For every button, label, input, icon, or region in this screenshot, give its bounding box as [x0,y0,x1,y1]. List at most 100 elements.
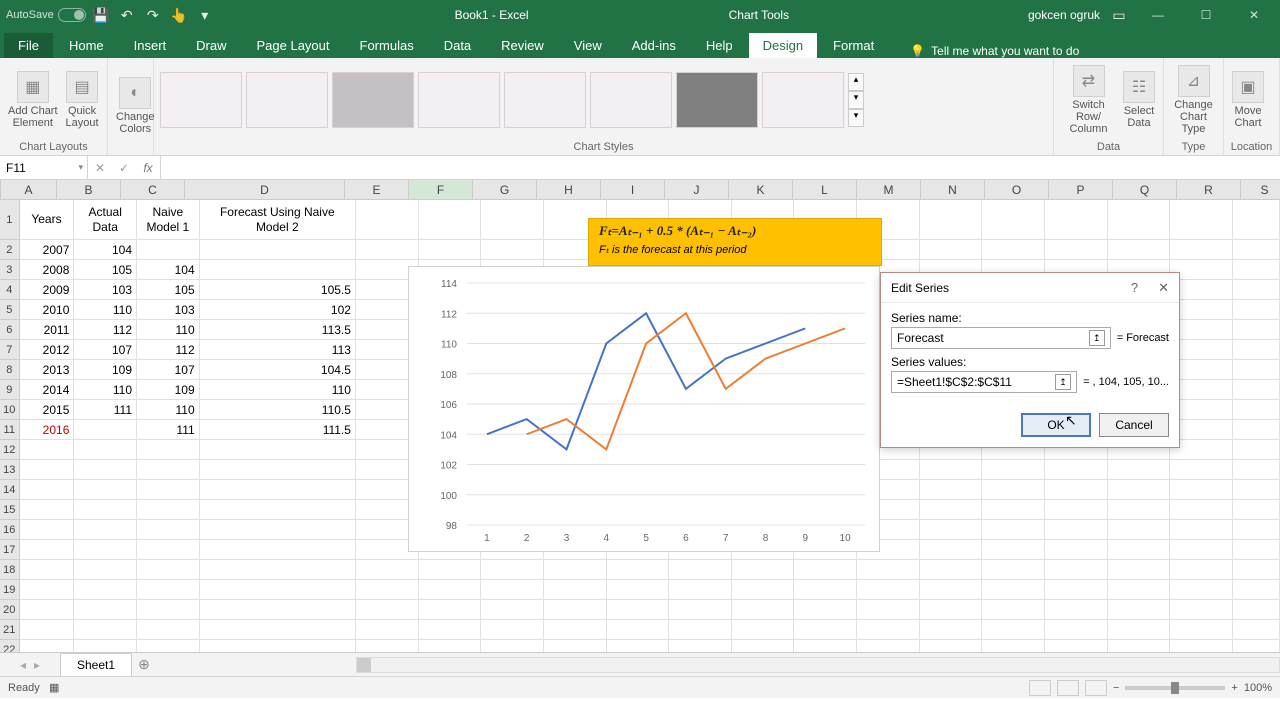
cell[interactable] [920,640,983,652]
cell[interactable] [1233,400,1280,420]
tab-home[interactable]: Home [55,33,118,58]
cell[interactable] [669,560,732,580]
help-icon[interactable]: ? [1131,280,1138,296]
close-button[interactable]: ✕ [1234,0,1274,30]
cell[interactable] [1233,280,1280,300]
cell[interactable] [1045,520,1108,540]
column-header[interactable]: E [345,180,409,199]
cell[interactable]: 111 [137,420,200,440]
cell[interactable] [1108,520,1171,540]
cell[interactable]: Naive Model 1 [137,200,200,240]
cell[interactable] [137,520,200,540]
cell[interactable] [982,640,1045,652]
row-header[interactable]: 8 [0,360,20,380]
cell[interactable] [982,500,1045,520]
cell[interactable] [857,640,920,652]
cell[interactable] [920,560,983,580]
cell[interactable] [1170,620,1233,640]
cell[interactable] [137,460,200,480]
cell[interactable] [200,540,356,560]
cell[interactable] [20,580,75,600]
cell[interactable] [1233,580,1280,600]
cell[interactable] [200,620,356,640]
cell[interactable] [1170,640,1233,652]
column-header[interactable]: N [921,180,985,199]
cell[interactable] [732,620,795,640]
cell[interactable] [1233,440,1280,460]
cell[interactable]: 2007 [20,240,75,260]
column-header[interactable]: K [729,180,793,199]
cell[interactable] [1108,560,1171,580]
cell[interactable] [74,440,137,460]
cell[interactable]: 103 [137,300,200,320]
fx-icon[interactable]: fx [136,161,160,175]
cell[interactable] [607,640,670,652]
cell[interactable] [137,540,200,560]
cell[interactable]: 2014 [20,380,75,400]
cell[interactable]: Actual Data [74,200,137,240]
cell[interactable] [1108,500,1171,520]
cell[interactable] [1045,540,1108,560]
cell[interactable] [607,620,670,640]
column-header[interactable]: G [473,180,537,199]
cell[interactable] [74,540,137,560]
column-header[interactable]: F [409,180,473,199]
cell[interactable] [669,580,732,600]
cell[interactable] [1170,560,1233,580]
chart-style-1[interactable] [160,72,242,128]
chart-style-7[interactable] [676,72,758,128]
cell[interactable] [419,600,482,620]
cell[interactable] [982,560,1045,580]
row-header[interactable]: 5 [0,300,20,320]
cell[interactable] [1170,240,1233,260]
cell[interactable] [200,240,356,260]
cell[interactable]: 2009 [20,280,75,300]
ok-button[interactable]: OK [1021,413,1091,437]
column-header[interactable]: I [601,180,665,199]
tab-formulas[interactable]: Formulas [346,33,428,58]
column-header[interactable]: J [665,180,729,199]
cell[interactable]: 109 [74,360,137,380]
cell[interactable]: 105 [74,260,137,280]
tab-nav[interactable]: ◂▸ [0,658,60,672]
cell[interactable] [544,600,607,620]
cell[interactable] [794,620,857,640]
column-header[interactable]: S [1241,180,1280,199]
cell[interactable] [732,580,795,600]
cell[interactable] [982,600,1045,620]
cell[interactable] [982,240,1045,260]
change-colors-button[interactable]: ◐Change Colors [114,75,157,137]
row-header[interactable]: 13 [0,460,20,480]
cell[interactable] [857,560,920,580]
cell[interactable]: 102 [200,300,356,320]
switch-row-column-button[interactable]: ⇄Switch Row/ Column [1060,63,1117,137]
cell[interactable] [669,600,732,620]
cell[interactable] [20,440,75,460]
cell[interactable] [857,600,920,620]
cell[interactable] [1045,500,1108,520]
cell[interactable] [1233,560,1280,580]
cell[interactable]: 2012 [20,340,75,360]
cell[interactable] [920,500,983,520]
cell[interactable] [1233,620,1280,640]
column-header[interactable]: C [121,180,185,199]
cell[interactable] [1233,240,1280,260]
tab-help[interactable]: Help [692,33,747,58]
cell[interactable] [20,600,75,620]
cell[interactable] [1108,460,1171,480]
cell[interactable] [74,640,137,652]
cell[interactable] [732,560,795,580]
cell[interactable] [920,540,983,560]
cell[interactable] [920,580,983,600]
touch-mode-icon[interactable]: 👆 [168,4,190,26]
page-layout-view-button[interactable] [1057,680,1079,696]
formula-cancel-icon[interactable]: ✕ [88,161,112,175]
cell[interactable]: 107 [74,340,137,360]
cell[interactable]: Forecast Using Naive Model 2 [200,200,356,240]
cell[interactable] [20,540,75,560]
chart-style-4[interactable] [418,72,500,128]
cell[interactable] [200,440,356,460]
cell[interactable] [794,600,857,620]
cell[interactable] [982,460,1045,480]
cell[interactable] [200,600,356,620]
